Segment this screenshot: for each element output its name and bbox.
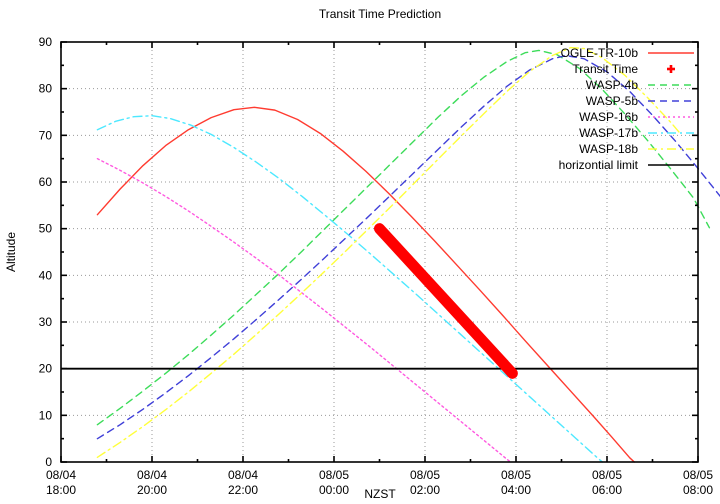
legend-item-wasp-5b[interactable]: WASP-5b xyxy=(586,94,694,108)
x-tick-time: 08:00 xyxy=(683,483,713,497)
y-tick-label: 20 xyxy=(39,362,53,376)
x-axis-tick-labels: 08/0418:0008/0420:0008/0422:0008/0500:00… xyxy=(46,468,713,497)
x-tick-date: 08/05 xyxy=(319,468,349,482)
series-wasp-17b xyxy=(96,115,604,463)
x-tick-date: 08/04 xyxy=(228,468,258,482)
y-tick-label: 60 xyxy=(39,175,53,189)
x-tick-date: 08/04 xyxy=(137,468,167,482)
legend: OGLE-TR-10b Transit Time WASP-4b WASP-5b WAS… xyxy=(559,46,694,172)
x-axis-title-group: NZST xyxy=(364,487,396,501)
y-axis-title: Altitude xyxy=(4,232,18,272)
legend-marker-icon xyxy=(667,65,675,73)
series-wasp-16b xyxy=(96,157,512,463)
legend-item-ogle-tr-10b[interactable]: OGLE-TR-10b xyxy=(561,46,694,60)
y-tick-label: 50 xyxy=(39,222,53,236)
y-tick-label: 30 xyxy=(39,315,53,329)
series-wasp-5b xyxy=(96,54,720,440)
legend-label: OGLE-TR-10b xyxy=(561,46,639,60)
legend-label: WASP-4b xyxy=(586,78,639,92)
x-tick-date: 08/05 xyxy=(501,468,531,482)
legend-item-wasp-18b[interactable]: WASP-18b xyxy=(579,142,694,156)
y-axis-title-group: Altitude xyxy=(4,232,18,272)
x-tick-date: 08/05 xyxy=(410,468,440,482)
y-axis-tick-labels: 0 10 20 30 40 50 60 70 80 90 xyxy=(39,35,53,469)
x-tick-time: 06:00 xyxy=(592,483,622,497)
y-tick-label: 0 xyxy=(45,455,52,469)
legend-item-transit-time[interactable]: Transit Time xyxy=(572,62,675,76)
series-layer xyxy=(96,46,720,463)
series-wasp-4b xyxy=(96,49,711,426)
legend-item-wasp-17b[interactable]: WASP-17b xyxy=(579,126,694,140)
y-tick-label: 70 xyxy=(39,128,53,142)
x-axis-title: NZST xyxy=(364,487,396,501)
y-tick-label: 80 xyxy=(39,82,53,96)
x-tick-time: 00:00 xyxy=(319,483,349,497)
x-tick-date: 08/05 xyxy=(592,468,622,482)
x-tick-time: 18:00 xyxy=(46,483,76,497)
legend-item-horizontial-limit[interactable]: horizontial limit xyxy=(559,158,694,172)
y-tick-label: 90 xyxy=(39,35,53,49)
y-tick-label: 40 xyxy=(39,268,53,282)
x-tick-time: 20:00 xyxy=(137,483,167,497)
legend-label: WASP-16b xyxy=(579,110,638,124)
legend-item-wasp-16b[interactable]: WASP-16b xyxy=(579,110,694,124)
y-tick-label: 10 xyxy=(39,408,53,422)
x-tick-time: 22:00 xyxy=(228,483,258,497)
series-ogle-tr-10b xyxy=(96,106,635,463)
legend-label: WASP-17b xyxy=(579,126,638,140)
legend-label: Transit Time xyxy=(572,62,638,76)
x-tick-date: 08/04 xyxy=(46,468,76,482)
chart-title: Transit Time Prediction xyxy=(319,7,441,21)
axis-ticks xyxy=(60,41,699,463)
legend-item-wasp-4b[interactable]: WASP-4b xyxy=(586,78,694,92)
transit-time-band xyxy=(374,223,518,379)
chart-title-group: Transit Time Prediction xyxy=(319,7,441,21)
legend-label: horizontial limit xyxy=(559,158,639,172)
x-tick-time: 04:00 xyxy=(501,483,531,497)
x-tick-date: 08/05 xyxy=(683,468,713,482)
series-wasp-18b xyxy=(96,46,681,459)
legend-label: WASP-5b xyxy=(586,94,639,108)
x-tick-time: 02:00 xyxy=(410,483,440,497)
legend-label: WASP-18b xyxy=(579,142,638,156)
